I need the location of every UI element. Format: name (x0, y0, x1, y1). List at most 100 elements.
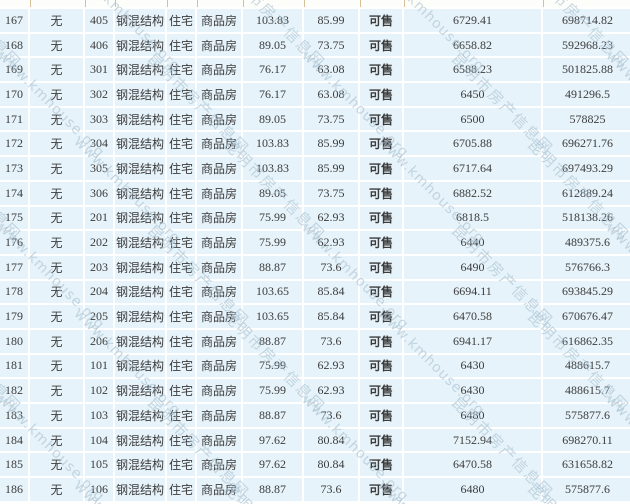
cell-usage-type: 住宅 (167, 231, 195, 254)
cell-none-flag: 无 (30, 280, 83, 304)
cell-usage-type: 住宅 (167, 329, 195, 353)
cell-housing-category: 商品房 (197, 305, 241, 328)
cell-total-price: 592968.23 (543, 33, 630, 57)
cell-usage-type: 住宅 (167, 157, 195, 180)
cell-inner-area: 63.08 (304, 58, 358, 82)
cell-usage-type: 住宅 (167, 404, 195, 427)
room-number-link[interactable]: 105 (85, 453, 113, 477)
cell-none-flag: 无 (30, 428, 83, 452)
status-badge-sellable: 可售 (360, 231, 402, 254)
cell-total-price: 696271.76 (543, 132, 630, 156)
cell-total-price: 518138.26 (543, 206, 630, 230)
cell-structure-type: 钢混结构 (115, 157, 165, 180)
cell-unit-price: 6882.52 (404, 181, 541, 205)
room-number-link[interactable]: 102 (85, 379, 113, 402)
cell-inner-area: 80.84 (304, 453, 358, 477)
cell-none-flag: 无 (30, 329, 83, 353)
room-number-link[interactable]: 206 (85, 329, 113, 353)
status-badge-sellable: 可售 (360, 305, 402, 328)
cell-unit-price: 6588.23 (404, 58, 541, 82)
status-badge-sellable: 可售 (360, 428, 402, 452)
table-row: 170 无 302 钢混结构 住宅 商品房 76.17 63.08 可售 645… (0, 83, 630, 106)
column-divider (115, 0, 116, 7)
room-number-link[interactable]: 203 (85, 255, 113, 279)
cell-none-flag: 无 (30, 33, 83, 57)
table-row: 172 无 304 钢混结构 住宅 商品房 103.83 85.99 可售 67… (0, 132, 630, 156)
cell-sequence-number: 179 (0, 305, 28, 328)
cell-built-area: 103.83 (243, 132, 302, 156)
room-number-link[interactable]: 103 (85, 404, 113, 427)
cell-total-price: 631658.82 (543, 453, 630, 477)
cell-usage-type: 住宅 (167, 206, 195, 230)
room-number-link[interactable]: 303 (85, 107, 113, 131)
cell-sequence-number: 181 (0, 354, 28, 378)
cell-sequence-number: 173 (0, 157, 28, 180)
cell-built-area: 103.83 (243, 9, 302, 32)
cell-usage-type: 住宅 (167, 354, 195, 378)
cell-none-flag: 无 (30, 305, 83, 328)
room-number-link[interactable]: 104 (85, 428, 113, 452)
cell-housing-category: 商品房 (197, 181, 241, 205)
cell-unit-price: 6450 (404, 83, 541, 106)
cell-unit-price: 6658.82 (404, 33, 541, 57)
room-number-link[interactable]: 101 (85, 354, 113, 378)
cell-usage-type: 住宅 (167, 478, 195, 501)
room-number-link[interactable]: 406 (85, 33, 113, 57)
cell-unit-price: 6430 (404, 379, 541, 402)
cell-total-price: 488615.7 (543, 379, 630, 402)
room-number-link[interactable]: 201 (85, 206, 113, 230)
table-row: 183 无 103 钢混结构 住宅 商品房 88.87 73.6 可售 6480… (0, 404, 630, 427)
column-divider (404, 0, 405, 7)
cell-housing-category: 商品房 (197, 255, 241, 279)
cell-housing-category: 商品房 (197, 132, 241, 156)
cell-sequence-number: 178 (0, 280, 28, 304)
cell-usage-type: 住宅 (167, 428, 195, 452)
cell-none-flag: 无 (30, 107, 83, 131)
room-number-link[interactable]: 204 (85, 280, 113, 304)
cell-inner-area: 85.84 (304, 280, 358, 304)
cell-inner-area: 73.75 (304, 107, 358, 131)
status-badge-sellable: 可售 (360, 157, 402, 180)
room-number-link[interactable]: 301 (85, 58, 113, 82)
table-row: 169 无 301 钢混结构 住宅 商品房 76.17 63.08 可售 658… (0, 58, 630, 82)
status-badge-sellable: 可售 (360, 206, 402, 230)
status-badge-sellable: 可售 (360, 132, 402, 156)
status-badge-sellable: 可售 (360, 379, 402, 402)
table-row: 179 无 205 钢混结构 住宅 商品房 103.65 85.84 可售 64… (0, 305, 630, 328)
cell-sequence-number: 168 (0, 33, 28, 57)
cell-sequence-number: 174 (0, 181, 28, 205)
cell-inner-area: 62.93 (304, 354, 358, 378)
cell-housing-category: 商品房 (197, 379, 241, 402)
cell-unit-price: 6717.64 (404, 157, 541, 180)
cell-structure-type: 钢混结构 (115, 58, 165, 82)
room-number-link[interactable]: 205 (85, 305, 113, 328)
room-number-link[interactable]: 302 (85, 83, 113, 106)
cell-built-area: 88.87 (243, 478, 302, 501)
cell-usage-type: 住宅 (167, 58, 195, 82)
status-badge-sellable: 可售 (360, 255, 402, 279)
room-number-link[interactable]: 305 (85, 157, 113, 180)
cell-housing-category: 商品房 (197, 404, 241, 427)
cell-unit-price: 6729.41 (404, 9, 541, 32)
room-number-link[interactable]: 306 (85, 181, 113, 205)
cell-housing-category: 商品房 (197, 280, 241, 304)
room-number-link[interactable]: 304 (85, 132, 113, 156)
cell-built-area: 75.99 (243, 206, 302, 230)
cell-none-flag: 无 (30, 354, 83, 378)
table-row: 181 无 101 钢混结构 住宅 商品房 75.99 62.93 可售 643… (0, 354, 630, 378)
room-number-link[interactable]: 405 (85, 9, 113, 32)
room-number-link[interactable]: 202 (85, 231, 113, 254)
cell-inner-area: 85.99 (304, 157, 358, 180)
cell-total-price: 578825 (543, 107, 630, 131)
cell-housing-category: 商品房 (197, 107, 241, 131)
room-number-link[interactable]: 106 (85, 478, 113, 501)
cell-unit-price: 6430 (404, 354, 541, 378)
status-badge-sellable: 可售 (360, 83, 402, 106)
cell-built-area: 89.05 (243, 33, 302, 57)
top-row-remnant (0, 0, 630, 7)
table-row: 175 无 201 钢混结构 住宅 商品房 75.99 62.93 可售 681… (0, 206, 630, 230)
cell-built-area: 75.99 (243, 231, 302, 254)
cell-inner-area: 73.6 (304, 329, 358, 353)
cell-usage-type: 住宅 (167, 33, 195, 57)
